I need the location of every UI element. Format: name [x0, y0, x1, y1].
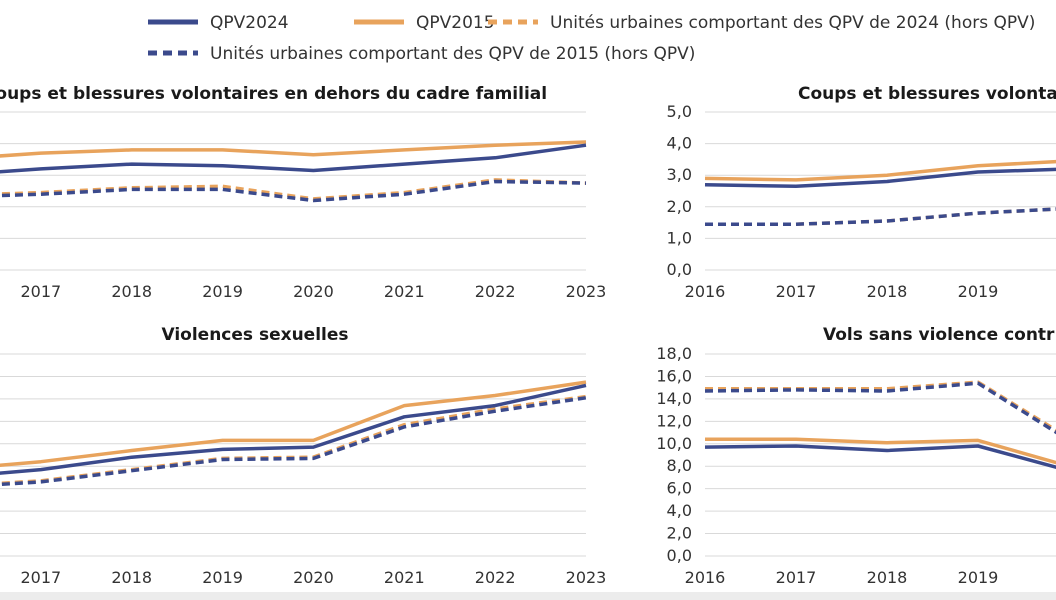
- y-tick-label: 3,0: [667, 165, 692, 184]
- x-tick-label: 2019: [958, 282, 999, 301]
- chart-title: Coups et blessures volontai: [798, 84, 1056, 104]
- x-tick-label: 2017: [20, 282, 61, 301]
- legend-item: QPV2024: [148, 13, 289, 33]
- x-tick-label: 2018: [111, 282, 152, 301]
- series-line: [704, 444, 1056, 469]
- x-tick-label: 2019: [202, 568, 243, 587]
- series-line: [0, 143, 587, 174]
- legend-item: Unités urbaines comportant des QPV de 20…: [488, 13, 1035, 33]
- x-tick-label: 2017: [776, 282, 817, 301]
- x-tick-label: 2017: [20, 568, 61, 587]
- legend-item: QPV2015: [354, 13, 495, 33]
- bottom-scrollbar-strip: [0, 592, 1056, 600]
- legend-label: Unités urbaines comportant des QPV de 20…: [550, 13, 1035, 33]
- chart-title: Vols sans violence contr: [823, 325, 1055, 345]
- chart-title: Violences sexuelles: [161, 325, 348, 345]
- x-tick-label: 2017: [776, 568, 817, 587]
- series-line: [704, 159, 1056, 182]
- legend-label: QPV2015: [416, 13, 495, 33]
- y-tick-label: 8,0: [667, 456, 692, 475]
- chart-panel: Violences sexuelles 2017 2018 2019 2020 2021 2…: [0, 325, 606, 587]
- y-tick-label: 6,0: [667, 479, 692, 498]
- chart-root: QPV2024 QPV2015 Unités urbaines comportant…: [0, 13, 1056, 587]
- y-tick-label: 0,0: [667, 260, 692, 279]
- y-tick-label: 16,0: [656, 366, 692, 385]
- series-line: [0, 179, 587, 203]
- series-line: [705, 207, 1056, 226]
- y-tick-label: 1,0: [667, 228, 692, 247]
- x-tick-label: 2018: [111, 568, 152, 587]
- y-tick-label: 2,0: [667, 524, 692, 543]
- series-line: [705, 437, 1056, 465]
- y-tick-label: 2,0: [667, 197, 692, 216]
- series-line: [0, 140, 587, 158]
- x-tick-label: 2019: [202, 282, 243, 301]
- x-tick-label: 2021: [384, 568, 425, 587]
- series-line: [0, 380, 587, 468]
- y-tick-label: 10,0: [656, 434, 692, 453]
- x-tick-label: 2016: [685, 282, 726, 301]
- x-tick-label: 2022: [475, 282, 516, 301]
- chart-panel: Coups et blessures volontai 0,0 1,0 2,0 3,0 4…: [667, 84, 1056, 301]
- chart-panel: Vols sans violence contr 0,0 2,0 4,0 6,0 8,0 1…: [656, 325, 1056, 587]
- x-tick-label: 2018: [867, 282, 908, 301]
- x-tick-label: 2020: [293, 282, 334, 301]
- series-line: [0, 383, 587, 475]
- x-tick-label: 2023: [566, 282, 607, 301]
- chart-panel: Coups et blessures volontaires en dehors…: [0, 84, 606, 301]
- x-tick-label: 2016: [685, 568, 726, 587]
- series-line: [0, 396, 587, 487]
- x-tick-label: 2020: [293, 568, 334, 587]
- series-line: [704, 381, 1056, 435]
- y-tick-label: 5,0: [667, 102, 692, 121]
- y-tick-label: 0,0: [667, 546, 692, 565]
- y-tick-label: 18,0: [656, 344, 692, 363]
- legend-label: QPV2024: [210, 13, 289, 33]
- y-tick-label: 14,0: [656, 389, 692, 408]
- series-line: [705, 380, 1056, 433]
- x-tick-label: 2021: [384, 282, 425, 301]
- chart-title: Coups et blessures volontaires en dehors…: [0, 84, 547, 104]
- legend-label: Unités urbaines comportant des QPV de 20…: [210, 44, 695, 64]
- legend-item: Unités urbaines comportant des QPV de 20…: [148, 44, 695, 64]
- x-tick-label: 2019: [958, 568, 999, 587]
- y-tick-label: 4,0: [667, 501, 692, 520]
- x-tick-label: 2022: [475, 568, 516, 587]
- y-tick-label: 12,0: [656, 411, 692, 430]
- y-tick-label: 4,0: [667, 134, 692, 153]
- x-tick-label: 2018: [867, 568, 908, 587]
- x-tick-label: 2023: [566, 568, 607, 587]
- series-line: [704, 167, 1056, 189]
